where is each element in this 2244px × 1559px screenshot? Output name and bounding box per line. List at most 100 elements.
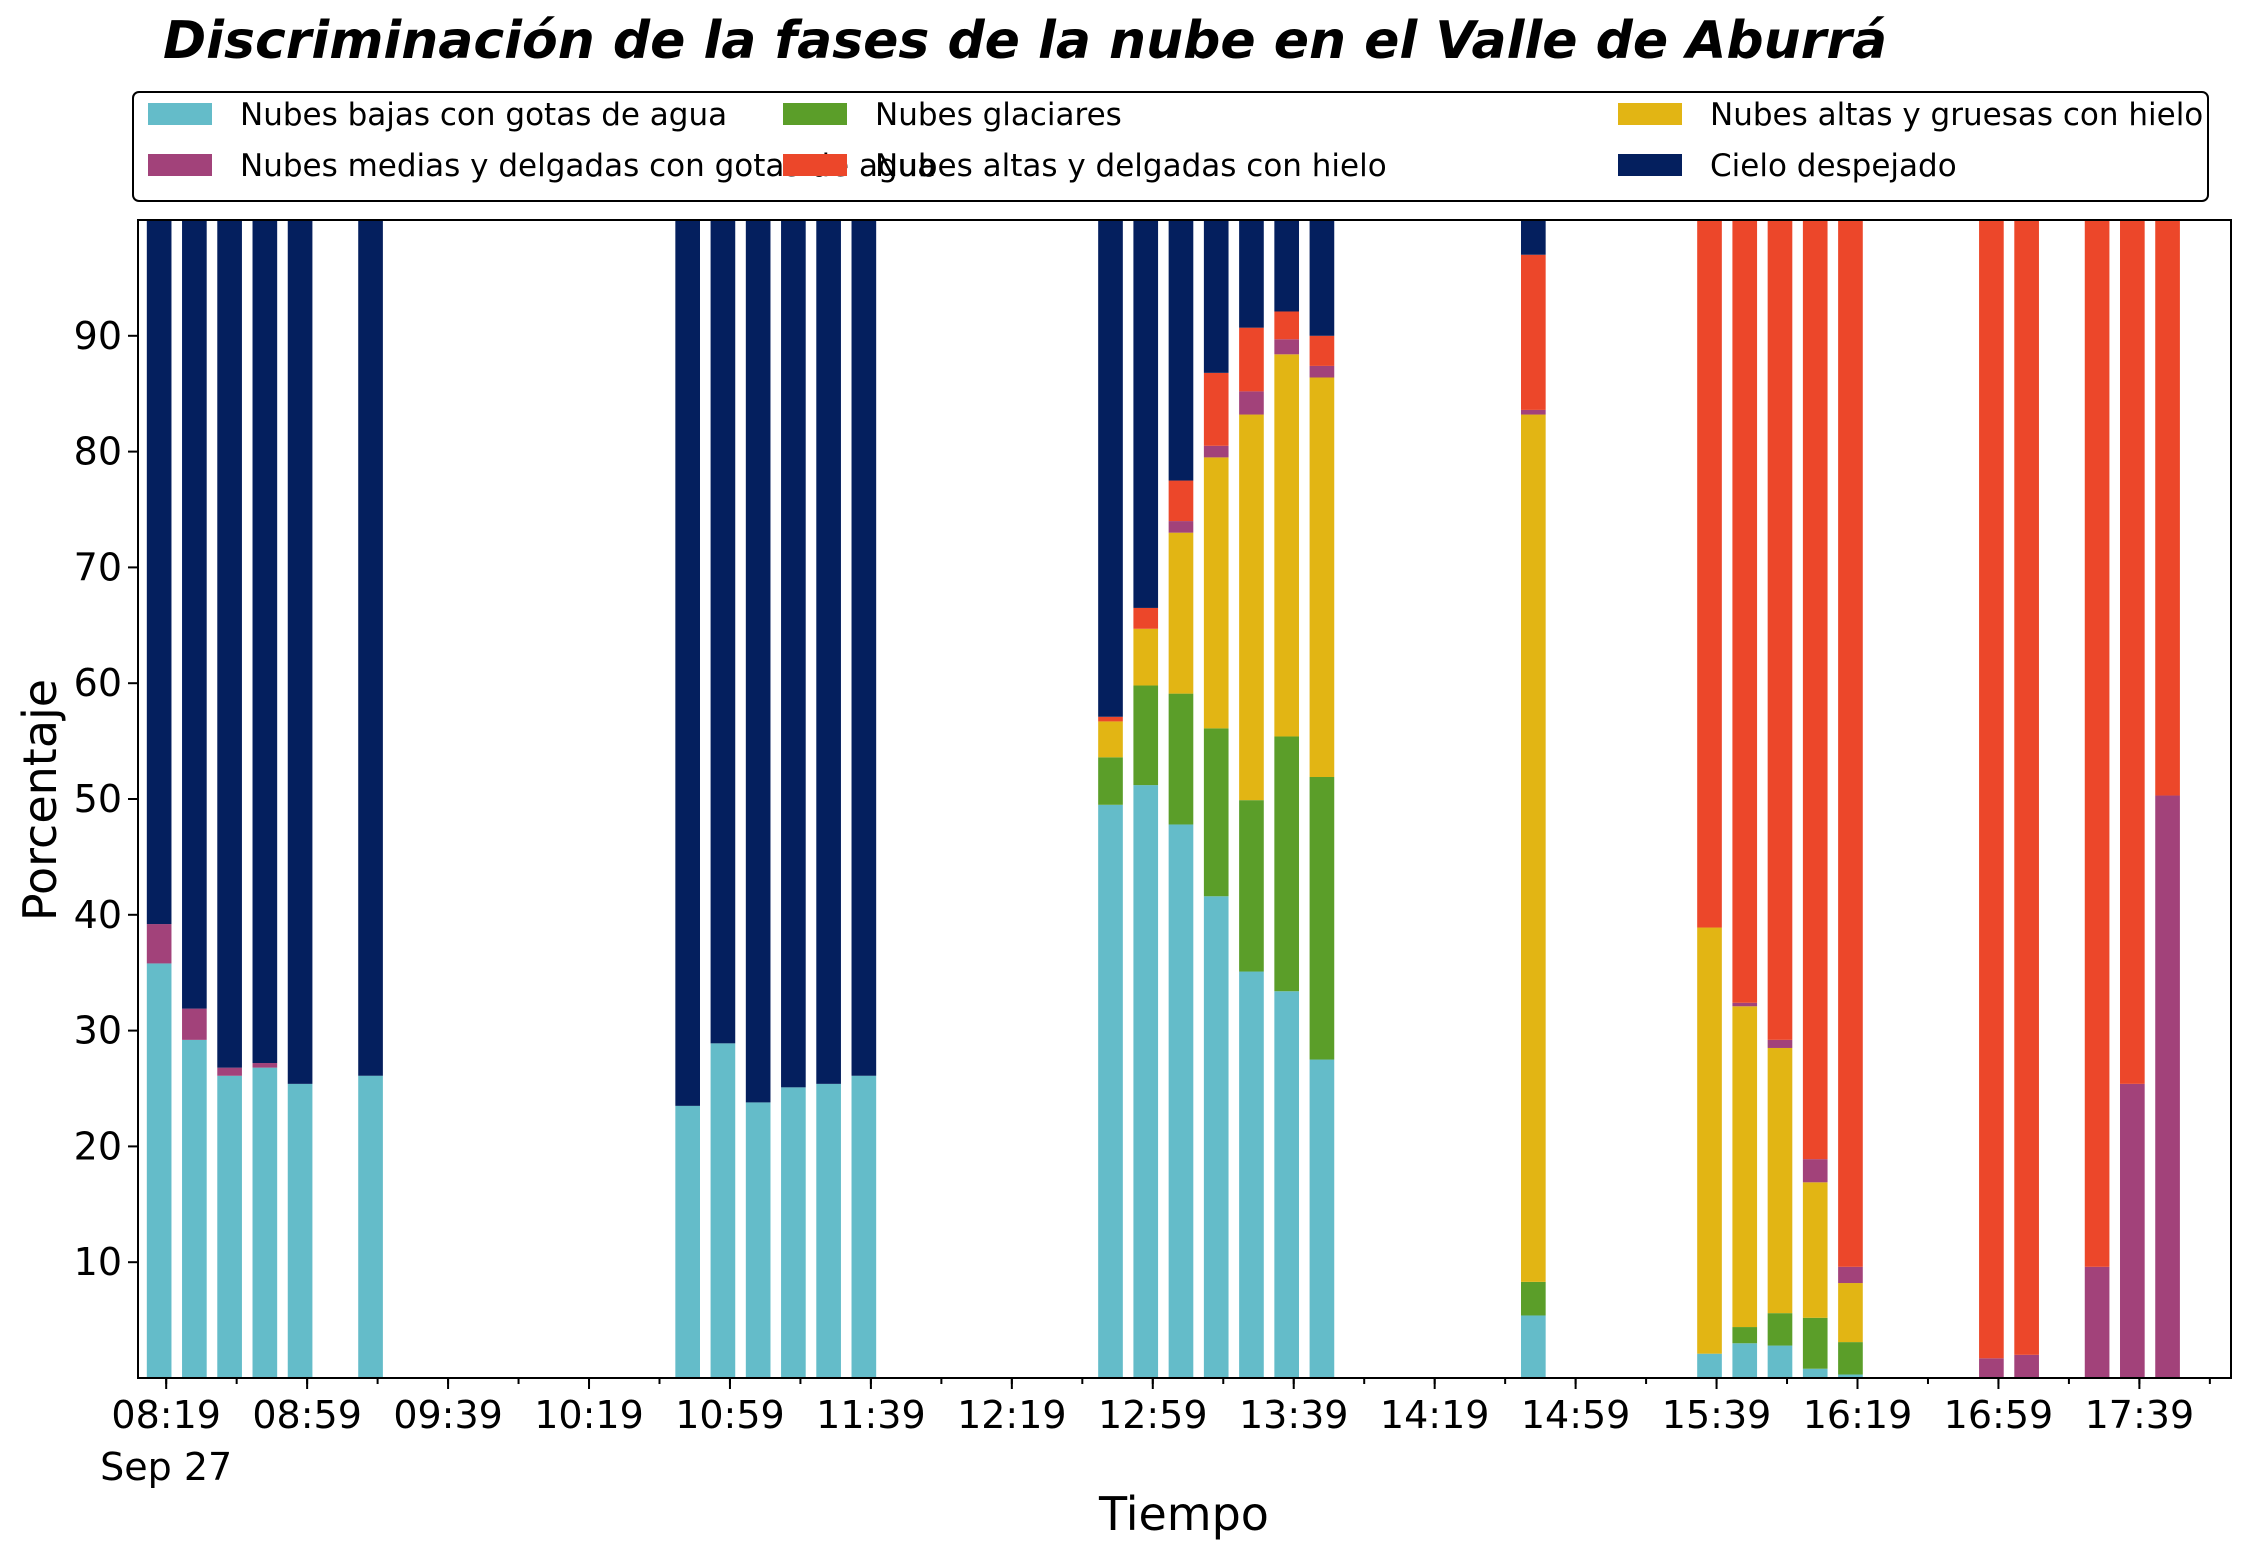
bar-nubes-glaciares	[1274, 736, 1300, 992]
y-tick-label: 80	[74, 430, 122, 474]
bar-cielo-despejado	[1203, 220, 1229, 373]
bar-nubes-altas-y-delgadas-con-hielo	[1309, 335, 1335, 366]
bar-nubes-bajas-con-gotas-de-agua	[1732, 1343, 1758, 1378]
bar-nubes-altas-y-delgadas-con-hielo	[2014, 220, 2039, 1355]
bar-nubes-medias-y-delgadas-con-gotas-de-agua	[1838, 1266, 1863, 1284]
bar-nubes-glaciares	[1168, 693, 1194, 825]
bar-nubes-altas-y-gruesas-con-hielo	[1274, 354, 1300, 737]
bar-nubes-medias-y-delgadas-con-gotas-de-agua	[252, 1063, 278, 1068]
bar-nubes-altas-y-delgadas-con-hielo	[1767, 220, 1793, 1040]
bar-nubes-medias-y-delgadas-con-gotas-de-agua	[1521, 409, 1546, 415]
bar-nubes-altas-y-delgadas-con-hielo	[1203, 372, 1229, 446]
bar-nubes-bajas-con-gotas-de-agua	[1098, 804, 1123, 1378]
bar-nubes-altas-y-delgadas-con-hielo	[1838, 220, 1863, 1267]
bar-nubes-altas-y-gruesas-con-hielo	[1732, 1006, 1758, 1328]
bar-cielo-despejado	[745, 220, 771, 1103]
bar-nubes-altas-y-gruesas-con-hielo	[1697, 927, 1722, 1354]
bar-nubes-altas-y-delgadas-con-hielo	[1274, 311, 1300, 340]
x-tick-label: 08:59	[252, 1393, 362, 1437]
y-axis-label: Porcentaje	[13, 679, 67, 921]
x-tick-label: 09:39	[393, 1393, 503, 1437]
bar-nubes-bajas-con-gotas-de-agua	[1239, 971, 1264, 1378]
bar-nubes-altas-y-gruesas-con-hielo	[1098, 721, 1123, 758]
bar-cielo-despejado	[816, 220, 841, 1084]
bar-nubes-medias-y-delgadas-con-gotas-de-agua	[217, 1067, 242, 1076]
bar-nubes-glaciares	[1098, 757, 1123, 805]
x-tick-label: 15:39	[1662, 1393, 1772, 1437]
bar-nubes-bajas-con-gotas-de-agua	[1767, 1345, 1793, 1378]
bar-nubes-medias-y-delgadas-con-gotas-de-agua	[2014, 1354, 2039, 1378]
bar-nubes-bajas-con-gotas-de-agua	[1203, 896, 1229, 1378]
bar-nubes-altas-y-delgadas-con-hielo	[1732, 220, 1758, 1003]
chart-title: Discriminación de la fases de la nube en…	[163, 11, 1887, 71]
bar-nubes-bajas-con-gotas-de-agua	[781, 1087, 806, 1378]
bar-cielo-despejado	[287, 220, 313, 1084]
bar-nubes-altas-y-gruesas-con-hielo	[1838, 1283, 1863, 1343]
bar-cielo-despejado	[252, 220, 278, 1064]
y-tick-label: 50	[74, 777, 122, 821]
bar-nubes-altas-y-gruesas-con-hielo	[1767, 1047, 1793, 1314]
x-axis: 08:19 Sep 27 08:59 09:39 10:19 10:59 11:39 12:1…	[100, 1378, 2211, 1489]
legend-label-nubes-bajas-con-gotas-de-agua: Nubes bajas con gotas de agua	[240, 97, 727, 133]
x-tick-label: 12:19	[957, 1393, 1067, 1437]
legend-label-nubes-altas-y-delgadas-con-hielo: Nubes altas y delgadas con hielo	[875, 148, 1387, 184]
bar-cielo-despejado	[781, 220, 806, 1088]
bar-nubes-glaciares	[1802, 1317, 1828, 1369]
bar-nubes-bajas-con-gotas-de-agua	[851, 1075, 877, 1378]
x-tick-label: 08:19	[111, 1393, 221, 1437]
bar-nubes-medias-y-delgadas-con-gotas-de-agua	[1309, 365, 1335, 378]
x-tick-label: 17:39	[2085, 1393, 2195, 1437]
bar-nubes-glaciares	[1309, 777, 1335, 1060]
x-tick-date-label: Sep 27	[100, 1445, 232, 1489]
bar-nubes-glaciares	[1133, 685, 1159, 786]
bar-nubes-glaciares	[1203, 728, 1229, 897]
bar-cielo-despejado	[1168, 220, 1194, 481]
legend-swatch-nubes-altas-y-delgadas-con-hielo	[783, 154, 847, 176]
x-tick-label: 10:19	[534, 1393, 644, 1437]
bar-nubes-bajas-con-gotas-de-agua	[745, 1102, 771, 1378]
x-tick-label: 11:39	[816, 1393, 926, 1437]
bar-nubes-glaciares	[1838, 1342, 1863, 1375]
bar-nubes-altas-y-gruesas-con-hielo	[1203, 457, 1229, 729]
y-tick-label: 60	[74, 661, 122, 705]
bar-nubes-bajas-con-gotas-de-agua	[675, 1105, 700, 1378]
bar-nubes-altas-y-delgadas-con-hielo	[1521, 254, 1546, 410]
legend-label-nubes-altas-y-gruesas-con-hielo: Nubes altas y gruesas con hielo	[1710, 97, 2203, 133]
bar-nubes-bajas-con-gotas-de-agua	[1802, 1368, 1828, 1378]
bar-cielo-despejado	[1239, 220, 1264, 328]
bar-cielo-despejado	[182, 220, 207, 1009]
bar-nubes-altas-y-delgadas-con-hielo	[1697, 220, 1722, 928]
bar-nubes-bajas-con-gotas-de-agua	[182, 1039, 207, 1378]
bar-nubes-altas-y-gruesas-con-hielo	[1133, 628, 1159, 686]
bar-nubes-bajas-con-gotas-de-agua	[287, 1083, 313, 1378]
bar-nubes-bajas-con-gotas-de-agua	[358, 1075, 383, 1378]
bar-nubes-bajas-con-gotas-de-agua	[1521, 1315, 1546, 1378]
bar-cielo-despejado	[1133, 220, 1159, 608]
bar-nubes-glaciares	[1732, 1327, 1758, 1344]
bar-nubes-altas-y-gruesas-con-hielo	[1309, 377, 1335, 777]
x-tick-label: 14:59	[1521, 1393, 1631, 1437]
legend: Nubes bajas con gotas de agua Nubes glaci…	[132, 91, 2209, 202]
bar-cielo-despejado	[1521, 220, 1546, 255]
legend-swatch-cielo-despejado	[1618, 154, 1682, 176]
bar-nubes-altas-y-delgadas-con-hielo	[2155, 220, 2180, 796]
bar-cielo-despejado	[358, 220, 383, 1076]
x-tick-label: 10:59	[675, 1393, 785, 1437]
bars-layer	[146, 220, 2180, 1378]
bar-nubes-bajas-con-gotas-de-agua	[1168, 824, 1194, 1378]
bar-nubes-medias-y-delgadas-con-gotas-de-agua	[1732, 1002, 1758, 1007]
bar-cielo-despejado	[217, 220, 242, 1068]
bar-nubes-medias-y-delgadas-con-gotas-de-agua	[1239, 391, 1264, 415]
bar-cielo-despejado	[675, 220, 700, 1106]
bar-nubes-altas-y-delgadas-con-hielo	[1802, 220, 1828, 1160]
y-tick-label: 90	[74, 314, 122, 358]
bar-nubes-medias-y-delgadas-con-gotas-de-agua	[2084, 1266, 2110, 1378]
bar-cielo-despejado	[1098, 220, 1123, 717]
bar-nubes-bajas-con-gotas-de-agua	[1309, 1059, 1335, 1378]
bar-nubes-bajas-con-gotas-de-agua	[146, 963, 172, 1378]
x-axis-label: Tiempo	[1098, 1487, 1269, 1541]
legend-swatch-nubes-bajas-con-gotas-de-agua	[148, 103, 212, 125]
bar-cielo-despejado	[146, 220, 172, 925]
bar-nubes-bajas-con-gotas-de-agua	[217, 1075, 242, 1378]
bar-nubes-bajas-con-gotas-de-agua	[252, 1067, 278, 1378]
